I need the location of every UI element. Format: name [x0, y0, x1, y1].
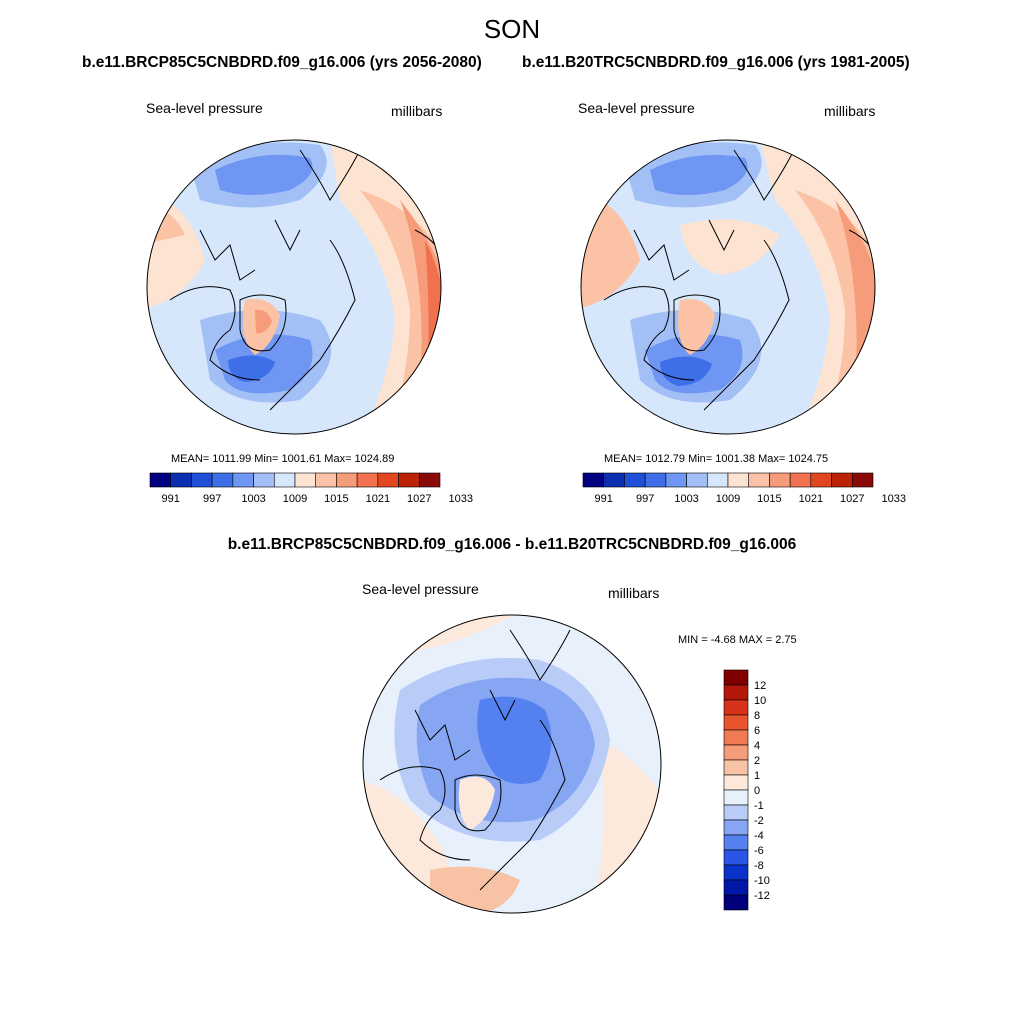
- left-colorbar-tick-label: 1003: [241, 493, 265, 505]
- left-colorbar-box: [356, 472, 379, 488]
- right-colorbar-tick-label: 1021: [799, 493, 823, 505]
- left-colorbar-tick-label: 1009: [283, 493, 307, 505]
- left-colorbar-box: [418, 472, 441, 488]
- right-colorbar-box: [603, 472, 625, 488]
- left-colorbar-box: [336, 472, 358, 488]
- diff-colorbar-box: [723, 804, 749, 821]
- right-colorbar-box: [686, 472, 708, 488]
- diff-map: [362, 614, 662, 914]
- right-colorbar-box: [831, 472, 853, 488]
- diff-minmax: MIN = -4.68 MAX = 2.75: [678, 634, 797, 646]
- right-units-label: millibars: [824, 103, 876, 119]
- left-colorbar-tick-label: 1033: [448, 493, 472, 505]
- diff-colorbar-box: [723, 729, 749, 746]
- diff-colorbar-tick-label: 1: [754, 770, 760, 782]
- left-colorbar-box: [232, 472, 254, 488]
- left-colorbar-tick-label: 1027: [407, 493, 431, 505]
- left-colorbar-box: [315, 472, 337, 488]
- diff-colorbar-tick-label: -8: [754, 860, 764, 872]
- right-colorbar: 991 997 1003 1009 1015 1021 1027 1033: [582, 472, 906, 505]
- left-colorbar-tick-label: 991: [162, 493, 180, 505]
- diff-colorbar-box: [723, 744, 749, 761]
- diff-colorbar-tick-label: -4: [754, 830, 764, 842]
- right-colorbar-box: [748, 472, 770, 488]
- diff-colorbar-tick-label: 8: [754, 710, 760, 722]
- diff-title: b.e11.BRCP85C5CNBDRD.f09_g16.006 - b.e11…: [227, 536, 797, 553]
- left-colorbar-box: [170, 472, 192, 488]
- right-stats: MEAN= 1012.79 Min= 1001.38 Max= 1024.75: [604, 453, 829, 465]
- diff-colorbar-box: [723, 774, 749, 791]
- right-colorbar-box: [810, 472, 832, 488]
- diff-colorbar-tick-label: 12: [754, 680, 766, 692]
- right-colorbar-box: [851, 472, 874, 488]
- left-colorbar-box: [253, 472, 275, 488]
- diff-colorbar-tick-label: -10: [754, 875, 770, 887]
- left-colorbar-box: [191, 472, 213, 488]
- right-colorbar-box: [644, 472, 667, 488]
- right-colorbar-tick-label: 1027: [840, 493, 864, 505]
- right-colorbar-box: [727, 472, 750, 488]
- right-map: [580, 139, 876, 435]
- left-colorbar-box: [273, 472, 296, 488]
- left-map: [146, 139, 442, 435]
- diff-colorbar-tick-label: 10: [754, 695, 766, 707]
- diff-colorbar-tick-label: 4: [754, 740, 760, 752]
- diff-colorbar-tick-label: 2: [754, 755, 760, 767]
- diff-colorbar-tick-label: -2: [754, 815, 764, 827]
- diff-colorbar-box: [723, 714, 749, 731]
- right-colorbar-tick-label: 1033: [881, 493, 905, 505]
- left-colorbar-tick-label: 997: [203, 493, 221, 505]
- left-case-title: b.e11.BRCP85C5CNBDRD.f09_g16.006 (yrs 20…: [82, 54, 482, 71]
- diff-colorbar-box: [723, 684, 749, 701]
- diff-colorbar-tick-label: -6: [754, 845, 764, 857]
- left-colorbar-box: [211, 472, 234, 488]
- left-colorbar-box: [149, 472, 172, 488]
- diff-colorbar-box: [723, 879, 749, 896]
- diff-colorbar-box: [723, 819, 749, 836]
- diff-colorbar-tick-label: -1: [754, 800, 764, 812]
- left-stats: MEAN= 1011.99 Min= 1001.61 Max= 1024.89: [171, 453, 395, 465]
- right-colorbar-box: [789, 472, 812, 488]
- diff-colorbar-box: [723, 834, 749, 851]
- right-colorbar-box: [582, 472, 605, 488]
- right-colorbar-tick-label: 1003: [674, 493, 698, 505]
- diff-colorbar-tick-label: 0: [754, 785, 760, 797]
- left-variable-label: Sea-level pressure: [146, 100, 263, 116]
- right-colorbar-box: [624, 472, 646, 488]
- left-colorbar-tick-label: 1015: [324, 493, 348, 505]
- diff-colorbar-box: [723, 789, 749, 806]
- diff-colorbar-box: [723, 669, 749, 686]
- right-colorbar-tick-label: 991: [595, 493, 613, 505]
- diff-colorbar-box: [723, 759, 749, 776]
- right-colorbar-box: [706, 472, 729, 488]
- diff-colorbar-tick-label: -12: [754, 890, 770, 902]
- right-variable-label: Sea-level pressure: [578, 100, 695, 116]
- right-colorbar-tick-label: 1009: [716, 493, 740, 505]
- diff-colorbar-box: [723, 699, 749, 716]
- right-colorbar-box: [665, 472, 687, 488]
- left-colorbar-box: [294, 472, 317, 488]
- right-case-title: b.e11.B20TRC5CNBDRD.f09_g16.006 (yrs 198…: [522, 54, 910, 71]
- left-colorbar-tick-label: 1021: [366, 493, 390, 505]
- diff-units-label: millibars: [608, 585, 660, 601]
- diff-variable-label: Sea-level pressure: [362, 581, 479, 597]
- diff-colorbar-box: [723, 864, 749, 881]
- right-colorbar-box: [769, 472, 791, 488]
- right-colorbar-tick-label: 997: [636, 493, 654, 505]
- diff-colorbar-box: [723, 894, 749, 911]
- diff-colorbar-box: [723, 849, 749, 866]
- left-colorbar-box: [398, 472, 420, 488]
- left-units-label: millibars: [391, 103, 443, 119]
- left-colorbar: 991 997 1003 1009 1015 1021 1027 1033: [149, 472, 473, 505]
- season-title: SON: [483, 14, 541, 44]
- right-colorbar-tick-label: 1015: [757, 493, 781, 505]
- diff-colorbar-tick-label: 6: [754, 725, 760, 737]
- left-colorbar-box: [377, 472, 399, 488]
